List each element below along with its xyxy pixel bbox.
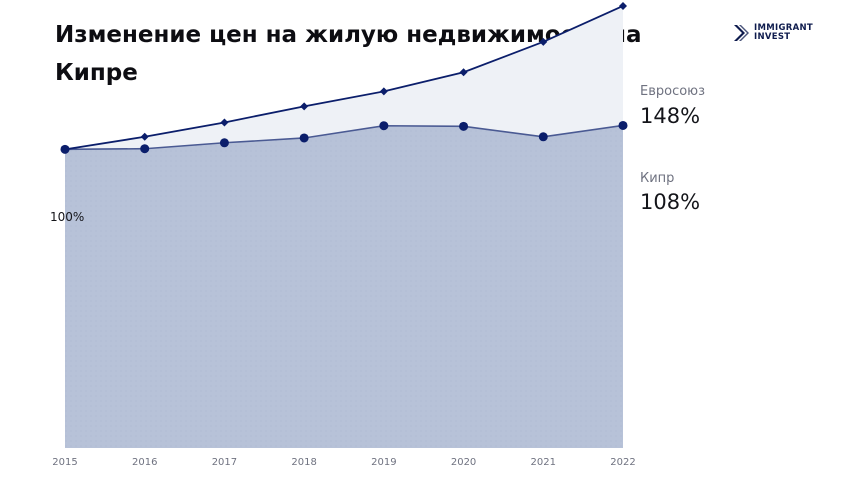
cyprus-point [140, 144, 150, 154]
brand-line-1: IMMIGRANT [754, 23, 813, 33]
cyprus-line [64, 124, 624, 151]
x-tick-label: 2015 [52, 457, 77, 468]
eu-point [300, 102, 309, 111]
x-tick-label: 2021 [531, 457, 556, 468]
eu-end-value: 148% [640, 104, 700, 128]
eu-point [539, 37, 548, 46]
brand-wordmark: IMMIGRANT INVEST [754, 24, 813, 42]
cyprus-point [538, 132, 548, 142]
cyprus-point [459, 121, 469, 131]
chart-title: Изменение цен на жилую недвижимость на К… [55, 22, 642, 86]
cyprus-end-value: 108% [640, 190, 700, 214]
x-tick-label: 2016 [132, 457, 157, 468]
chevron-logo-icon [734, 25, 749, 41]
start-value-label: 100% [50, 210, 84, 224]
cyprus-point [219, 138, 229, 148]
eu-point [459, 68, 468, 77]
x-tick-label: 2019 [371, 457, 396, 468]
eu-point [379, 87, 388, 96]
eu-point [619, 1, 627, 10]
x-tick-label: 2018 [291, 457, 316, 468]
eu-point [220, 118, 229, 127]
brand-logo: IMMIGRANT INVEST [733, 24, 813, 42]
cyprus-series-name: Кипр [640, 171, 674, 186]
brand-line-2: INVEST [754, 32, 791, 42]
eu-line [64, 5, 624, 151]
x-tick-label: 2022 [610, 457, 635, 468]
eu-series-name: Евросоюз [640, 84, 705, 99]
cyprus-point [60, 144, 70, 154]
cyprus-point [299, 133, 309, 143]
cyprus-area-texture [65, 125, 623, 448]
eu-point [140, 132, 149, 141]
x-tick-label: 2017 [212, 457, 237, 468]
cyprus-point [618, 120, 628, 130]
x-tick-label: 2020 [451, 457, 476, 468]
cyprus-point [379, 121, 389, 131]
